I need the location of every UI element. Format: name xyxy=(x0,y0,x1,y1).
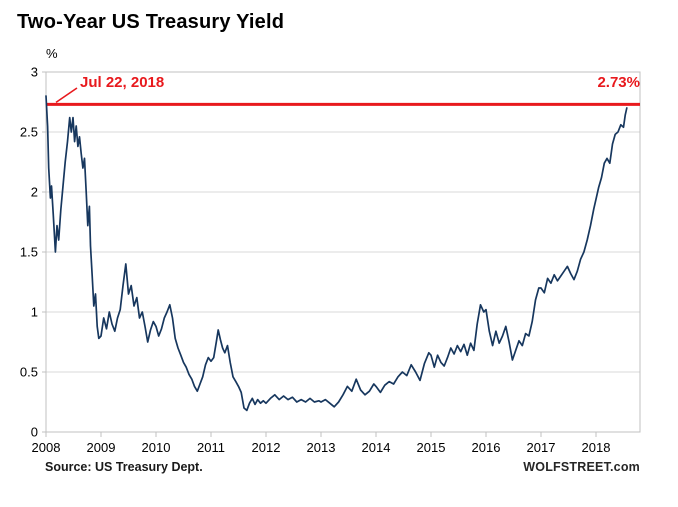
x-tick-label: 2015 xyxy=(417,440,446,455)
annotation-arrow xyxy=(55,87,78,104)
y-axis-unit-label: % xyxy=(46,46,58,61)
y-tick-label: 1 xyxy=(31,305,38,320)
y-tick-label: 0.5 xyxy=(20,365,38,380)
footer: Source: US Treasury Dept. WOLFSTREET.com xyxy=(45,460,640,474)
annotation-value-label: 2.73% xyxy=(597,74,640,91)
x-tick-label: 2010 xyxy=(142,440,171,455)
x-tick-label: 2018 xyxy=(582,440,611,455)
x-tick-label: 2011 xyxy=(197,440,225,455)
x-tick-label: 2016 xyxy=(472,440,501,455)
source-note: Source: US Treasury Dept. xyxy=(45,460,203,474)
y-tick-label: 2.5 xyxy=(20,125,38,140)
brand-label: WOLFSTREET.com xyxy=(523,460,640,474)
plot-frame xyxy=(45,71,641,433)
y-tick-label: 2 xyxy=(31,185,38,200)
y-tick-label: 0 xyxy=(31,425,38,440)
x-tick-label: 2017 xyxy=(527,440,556,455)
y-tick-label: 3 xyxy=(31,65,38,80)
y-tick-label: 1.5 xyxy=(20,245,38,260)
x-tick-label: 2009 xyxy=(87,440,116,455)
annotation-date-label: Jul 22, 2018 xyxy=(80,74,165,91)
yield-line xyxy=(45,95,628,412)
x-tick-label: 2012 xyxy=(252,440,281,455)
chart-title: Two-Year US Treasury Yield xyxy=(17,11,285,33)
x-tick-label: 2008 xyxy=(32,440,61,455)
x-tick-label: 2014 xyxy=(362,440,391,455)
x-tick-label: 2013 xyxy=(307,440,336,455)
